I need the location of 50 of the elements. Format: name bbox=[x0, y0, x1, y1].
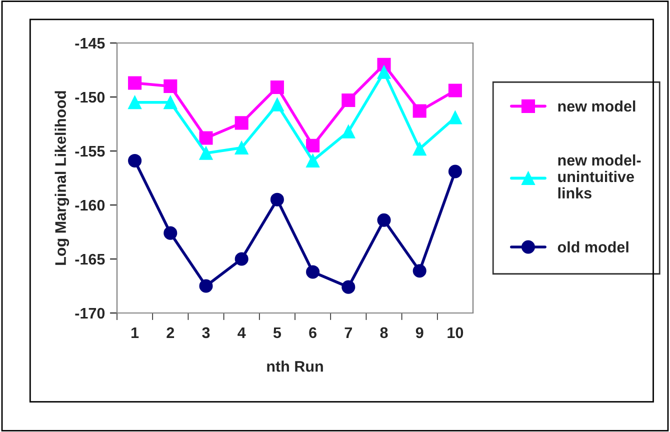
point bbox=[270, 80, 284, 94]
point bbox=[199, 131, 213, 145]
point bbox=[270, 192, 284, 206]
legend-label: new model bbox=[558, 100, 636, 112]
y-tick-label: -150 bbox=[75, 92, 105, 103]
y-axis-title: Log Marginal Likelihood bbox=[54, 91, 70, 265]
x-tick-label: 5 bbox=[273, 327, 282, 338]
point bbox=[342, 280, 356, 294]
y-tick-label: -160 bbox=[75, 200, 105, 211]
y-tick-label: -145 bbox=[75, 38, 105, 49]
y-tick-label: -170 bbox=[75, 308, 105, 319]
point bbox=[412, 142, 426, 156]
x-axis-title: nth Run bbox=[267, 360, 323, 372]
point bbox=[342, 93, 356, 108]
x-tick-label: 1 bbox=[132, 327, 139, 338]
point bbox=[199, 146, 213, 160]
point bbox=[199, 279, 213, 293]
point bbox=[342, 124, 356, 138]
x-tick-label: 7 bbox=[344, 327, 352, 338]
legend-label: new model- unintuitive links bbox=[558, 154, 641, 199]
point bbox=[306, 138, 320, 152]
point bbox=[164, 96, 178, 110]
point bbox=[164, 79, 178, 93]
y-tick-label: -155 bbox=[75, 146, 105, 157]
point bbox=[164, 226, 178, 240]
point bbox=[128, 76, 142, 90]
x-tick-label: 6 bbox=[309, 327, 316, 338]
x-tick-label: 3 bbox=[202, 327, 210, 338]
point bbox=[448, 164, 462, 178]
point bbox=[412, 104, 426, 118]
point bbox=[270, 98, 284, 112]
point bbox=[448, 84, 462, 98]
point bbox=[234, 140, 248, 155]
point bbox=[128, 154, 142, 168]
y-tick-label: -165 bbox=[75, 254, 105, 265]
x-tick-label: 10 bbox=[448, 327, 464, 338]
point bbox=[377, 213, 391, 227]
point bbox=[234, 116, 248, 130]
point bbox=[412, 264, 426, 278]
x-tick-label: 2 bbox=[166, 327, 174, 338]
legend-label: old model bbox=[558, 241, 628, 253]
point bbox=[128, 96, 142, 110]
x-tick-label: 9 bbox=[416, 327, 424, 338]
point bbox=[306, 265, 320, 279]
x-tick-label: 4 bbox=[238, 327, 246, 338]
point bbox=[377, 65, 391, 79]
point bbox=[448, 110, 462, 124]
point bbox=[306, 154, 320, 168]
point bbox=[234, 252, 248, 266]
x-tick-label: 8 bbox=[380, 327, 388, 338]
